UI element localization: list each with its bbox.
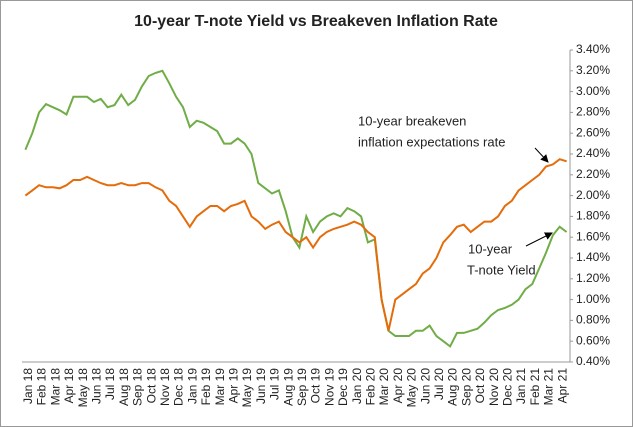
x-tick-label: Jul 20 xyxy=(432,368,446,400)
annotation: inflation expectations rate xyxy=(358,134,505,149)
x-tick-label: May 20 xyxy=(405,368,419,408)
x-tick-label: Sep 18 xyxy=(131,368,145,406)
y-tick-label: 2.40% xyxy=(576,146,610,160)
x-tick-label: May 19 xyxy=(240,368,254,408)
x-tick-label: Dec 18 xyxy=(172,368,186,406)
chart-title: 10-year T-note Yield vs Breakeven Inflat… xyxy=(134,13,498,30)
x-tick-label: Dec 19 xyxy=(336,368,350,406)
y-tick-label: 0.40% xyxy=(576,354,610,368)
y-tick-label: 1.20% xyxy=(576,271,610,285)
x-tick-label: Mar 20 xyxy=(377,368,391,406)
x-tick-label: Apr 19 xyxy=(227,368,241,404)
x-tick-label: Apr 21 xyxy=(555,368,569,404)
annotation: T-note Yield xyxy=(467,262,536,277)
x-tick-label: Aug 19 xyxy=(281,368,295,406)
x-tick-label: Jan 18 xyxy=(21,368,35,404)
x-tick-label: Jun 20 xyxy=(418,368,432,404)
y-tick-label: 1.00% xyxy=(576,292,610,306)
x-tick-label: Oct 18 xyxy=(144,368,158,404)
x-tick-label: Jun 18 xyxy=(90,368,104,404)
x-tick-label: Aug 20 xyxy=(446,368,460,406)
x-tick-label: Mar 18 xyxy=(48,368,62,406)
arrow xyxy=(534,147,549,163)
annotation: 10-year breakeven xyxy=(358,113,466,128)
x-tick-label: Jul 19 xyxy=(268,368,282,400)
y-tick-label: 2.80% xyxy=(576,105,610,119)
x-tick-label: Dec 20 xyxy=(501,368,515,406)
x-tick-label: Feb 21 xyxy=(528,368,542,406)
y-tick-label: 0.60% xyxy=(576,333,610,347)
y-tick-label: 1.40% xyxy=(576,250,610,264)
x-tick-label: May 18 xyxy=(76,368,90,408)
y-tick-label: 0.80% xyxy=(576,313,610,327)
x-tick-label: Feb 19 xyxy=(199,368,213,406)
y-tick-label: 3.20% xyxy=(576,63,610,77)
y-tick-label: 1.80% xyxy=(576,209,610,223)
y-tick-label: 3.00% xyxy=(576,84,610,98)
series-line xyxy=(24,158,567,332)
x-tick-label: Feb 20 xyxy=(364,368,378,406)
x-tick-label: Jan 21 xyxy=(514,368,528,404)
series-line xyxy=(24,69,568,348)
x-tick-label: Apr 18 xyxy=(62,368,76,404)
x-tick-label: Jun 19 xyxy=(254,368,268,404)
y-tick-label: 3.40% xyxy=(576,42,610,56)
y-tick-label: 1.60% xyxy=(576,229,610,243)
y-tick-label: 2.20% xyxy=(576,167,610,181)
x-tick-label: Sep 20 xyxy=(459,368,473,406)
x-tick-label: Jul 18 xyxy=(103,368,117,400)
x-tick-label: Jan 19 xyxy=(185,368,199,404)
x-tick-label: Nov 20 xyxy=(487,368,501,406)
arrow xyxy=(525,232,553,247)
x-tick-label: Mar 21 xyxy=(542,368,556,406)
y-tick-label: 2.00% xyxy=(576,188,610,202)
x-tick-label: Aug 18 xyxy=(117,368,131,406)
x-tick-label: Jan 20 xyxy=(350,368,364,404)
x-tick-label: Nov 19 xyxy=(322,368,336,406)
x-tick-label: Apr 20 xyxy=(391,368,405,404)
x-tick-label: Oct 19 xyxy=(309,368,323,404)
x-tick-label: Nov 18 xyxy=(158,368,172,406)
x-tick-label: Sep 19 xyxy=(295,368,309,406)
x-tick-label: Feb 18 xyxy=(35,368,49,406)
x-tick-label: Oct 20 xyxy=(473,368,487,404)
annotation: 10-year xyxy=(468,241,513,256)
y-tick-label: 2.60% xyxy=(576,125,610,139)
x-tick-label: Mar 19 xyxy=(213,368,227,406)
